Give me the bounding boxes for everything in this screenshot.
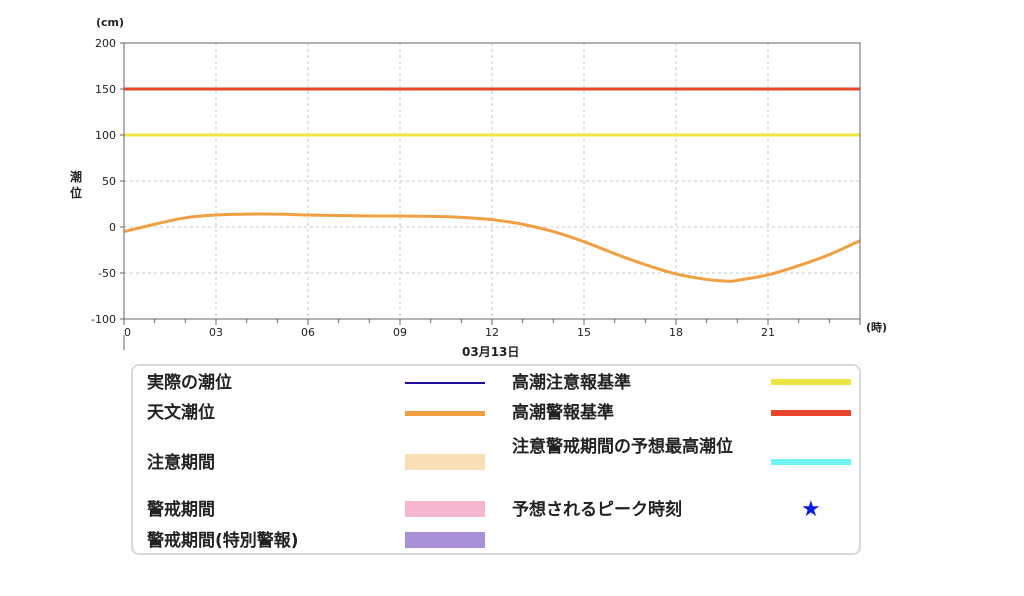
x-tick-label: 18 [669, 326, 683, 339]
x-tick-labels: 0 03 06 09 12 15 18 21 [124, 326, 775, 339]
legend-label-forecast-max-tide: 注意警戒期間の予想最高潮位 [512, 437, 733, 457]
y-tick-labels: 200 150 100 50 0 -50 -100 [91, 37, 116, 326]
x-tick-label: 21 [761, 326, 775, 339]
star-icon: ★ [801, 497, 821, 522]
legend-swatch-special-warning-period [405, 532, 485, 548]
legend-swatch-advisory-level [771, 379, 851, 385]
series-line-astronomical-tide [123, 212, 861, 283]
y-tick-label: 150 [95, 83, 116, 96]
legend: 実際の潮位 高潮注意報基準 天文潮位 高潮警報基準 注意期間 注意警戒期間の予想… [131, 364, 861, 555]
legend-label-advisory-level: 高潮注意報基準 [512, 373, 631, 393]
chart-series [123, 212, 861, 283]
y-axis-label-char-1: 潮 [70, 169, 82, 184]
legend-label-astronomical-tide: 天文潮位 [147, 403, 215, 423]
x-tick-label: 12 [485, 326, 499, 339]
chart-grid [120, 42, 861, 325]
y-tick-label: 50 [102, 175, 116, 188]
legend-label-peak-time: 予想されるピーク時刻 [512, 500, 682, 520]
legend-label-caution-period: 注意期間 [147, 453, 215, 473]
x-tick-label: 15 [577, 326, 591, 339]
tide-chart: 200 150 100 50 0 -50 -100 0 03 06 09 12 15 18 21 (cm)… [70, 16, 887, 359]
legend-swatch-warning-period [405, 501, 485, 517]
legend-label-warning-period: 警戒期間 [147, 500, 215, 520]
legend-swatch-actual-tide [405, 382, 485, 384]
plot-frame [123, 42, 861, 320]
y-tick-label: 200 [95, 37, 116, 50]
x-tick-label: 0 [124, 326, 131, 339]
x-tick-label: 03 [209, 326, 223, 339]
y-tick-label: 100 [95, 129, 116, 142]
legend-label-special-warning-period: 警戒期間(特別警報) [147, 531, 299, 551]
legend-label-actual-tide: 実際の潮位 [147, 373, 232, 393]
y-tick-label: -50 [98, 267, 116, 280]
legend-swatch-astronomical-tide [405, 411, 485, 416]
y-axis-label-char-2: 位 [70, 185, 82, 200]
legend-label-warning-level: 高潮警報基準 [512, 403, 614, 423]
x-unit-label: (時) [866, 320, 887, 334]
y-tick-label: 0 [109, 221, 116, 234]
y-unit-label: (cm) [96, 16, 124, 29]
legend-swatch-caution-period [405, 454, 485, 470]
x-tick-label: 06 [301, 326, 315, 339]
x-tick-label: 09 [393, 326, 407, 339]
legend-swatch-warning-level [771, 410, 851, 416]
legend-swatch-forecast-max-tide [771, 459, 851, 465]
date-label: 03月13日 [462, 345, 519, 359]
y-tick-label: -100 [91, 313, 116, 326]
reference-lines [124, 87, 860, 137]
